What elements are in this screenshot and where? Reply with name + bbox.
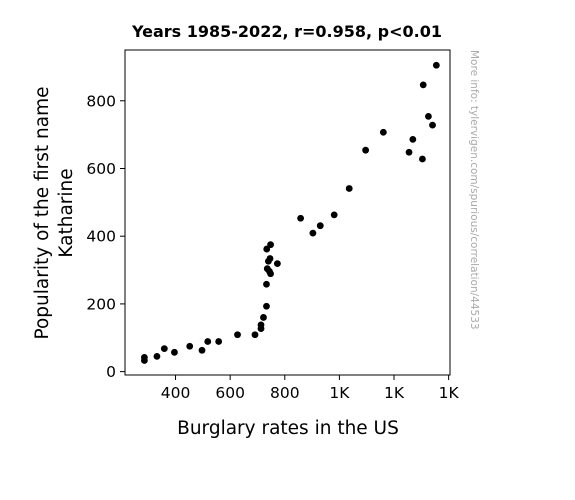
y-axis: 0 200 400 600 800: [86, 92, 125, 381]
y-tick-label: 600: [86, 160, 116, 178]
y-tick-label: 200: [86, 295, 116, 313]
data-point: [198, 346, 206, 354]
data-point: [429, 121, 436, 129]
y-tick-label: 400: [86, 228, 116, 246]
data-point: [263, 280, 270, 288]
data-point: [160, 345, 168, 352]
data-point: [297, 214, 305, 222]
data-point: [140, 357, 148, 364]
x-tick-label: 1K: [329, 384, 350, 402]
chart-title: Years 1985-2022, r=0.958, p<0.01: [131, 22, 442, 41]
y-axis-label: Popularity of the first name Katharine: [32, 86, 77, 339]
data-point: [215, 338, 223, 345]
data-point: [257, 325, 265, 333]
y-axis-label-line-1: Popularity of the first name: [32, 86, 53, 339]
data-point: [153, 352, 161, 360]
x-axis-label: Burglary rates in the US: [177, 418, 399, 439]
data-point: [171, 348, 178, 356]
x-tick-label: 1K: [384, 384, 405, 402]
y-axis-label-line-2: Katharine: [56, 168, 77, 257]
data-point: [267, 241, 274, 249]
data-point: [234, 331, 241, 339]
data-point: [425, 112, 432, 120]
data-point: [260, 314, 267, 321]
data-point: [362, 146, 370, 154]
data-point: [267, 270, 274, 278]
data-point: [264, 257, 272, 265]
data-point: [273, 260, 281, 268]
data-point: [405, 148, 413, 156]
data-point: [419, 81, 427, 89]
data-point: [309, 229, 317, 237]
data-point: [204, 338, 212, 345]
y-tick-label: 0: [106, 363, 116, 381]
data-point: [432, 61, 440, 69]
data-point: [379, 128, 387, 136]
data-point: [251, 331, 259, 339]
x-tick-label: 800: [270, 384, 300, 402]
plot-area: [124, 49, 451, 376]
data-point: [263, 302, 270, 310]
x-tick-label: 400: [161, 384, 191, 402]
data-point: [409, 135, 417, 143]
x-axis: 400 600 800 1K 1K 1K: [161, 375, 460, 402]
data-point: [263, 245, 271, 253]
x-tick-label: 1K: [439, 384, 460, 402]
y-tick-label: 800: [86, 92, 116, 110]
data-point: [419, 155, 426, 163]
data-points: [140, 61, 440, 364]
data-point: [345, 185, 353, 192]
watermark-text: More info: tylervigen.com/spurious/corre…: [468, 50, 480, 330]
x-tick-label: 600: [215, 384, 245, 402]
data-point: [330, 211, 338, 219]
data-point: [316, 222, 324, 230]
data-point: [186, 342, 194, 350]
